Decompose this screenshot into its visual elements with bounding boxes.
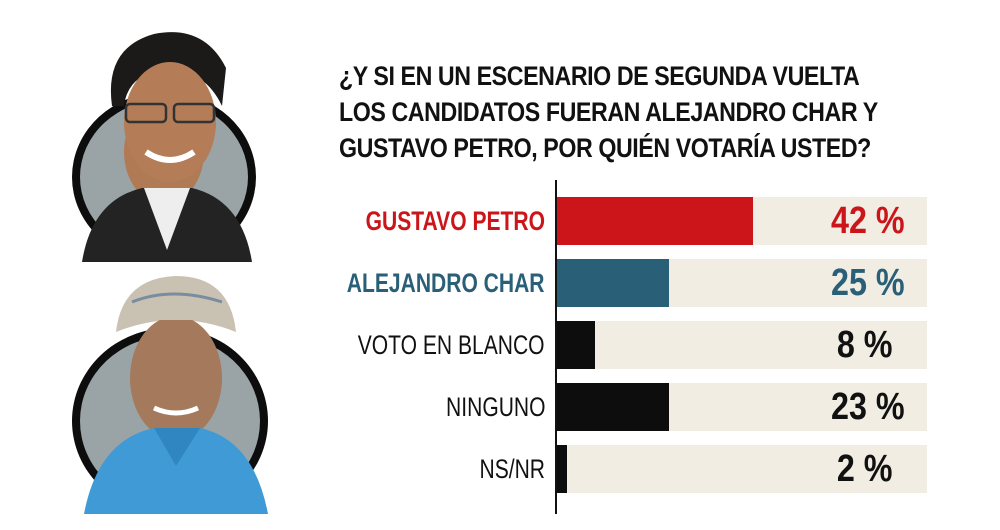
char-cap-icon	[116, 276, 236, 332]
title-line-3: GUSTAVO PETRO, POR QUIÉN VOTARÍA USTED?	[339, 133, 871, 163]
bar-value: 42 %	[831, 200, 905, 242]
bar-track	[557, 321, 927, 369]
char-shirt-icon	[84, 428, 268, 514]
petro-face-icon	[124, 62, 216, 182]
bar	[557, 445, 567, 493]
bar-row-ninguno: NINGUNO 23 %	[0, 383, 1000, 431]
chart-axis	[555, 180, 557, 514]
bar	[557, 321, 595, 369]
bar-value: 25 %	[831, 262, 905, 304]
row-label: ALEJANDRO CHAR	[347, 268, 545, 298]
bar	[557, 383, 669, 431]
bar-row-voto-en-blanco: VOTO EN BLANCO 8 %	[0, 321, 1000, 369]
row-label: NS/NR	[479, 454, 545, 484]
bar-row-char: ALEJANDRO CHAR 25 %	[0, 259, 1000, 307]
bar	[557, 259, 669, 307]
row-label: NINGUNO	[445, 392, 545, 422]
bar-row-ns-nr: NS/NR 2 %	[0, 445, 1000, 493]
row-label: GUSTAVO PETRO	[365, 206, 545, 236]
bar-value: 23 %	[831, 386, 905, 428]
bar-value: 2 %	[836, 448, 892, 490]
char-face-icon	[130, 320, 222, 440]
bar-value: 8 %	[836, 324, 892, 366]
row-label: VOTO EN BLANCO	[358, 330, 545, 360]
petro-suit-icon	[82, 188, 252, 262]
bar	[557, 197, 753, 245]
title-line-1: ¿Y SI EN UN ESCENARIO DE SEGUNDA VUELTA	[339, 61, 860, 91]
title-line-2: LOS CANDIDATOS FUERAN ALEJANDRO CHAR Y	[339, 97, 878, 127]
chart-title: ¿Y SI EN UN ESCENARIO DE SEGUNDA VUELTA …	[339, 58, 878, 166]
bar-track	[557, 445, 927, 493]
bar-row-petro: GUSTAVO PETRO 42 %	[0, 197, 1000, 245]
